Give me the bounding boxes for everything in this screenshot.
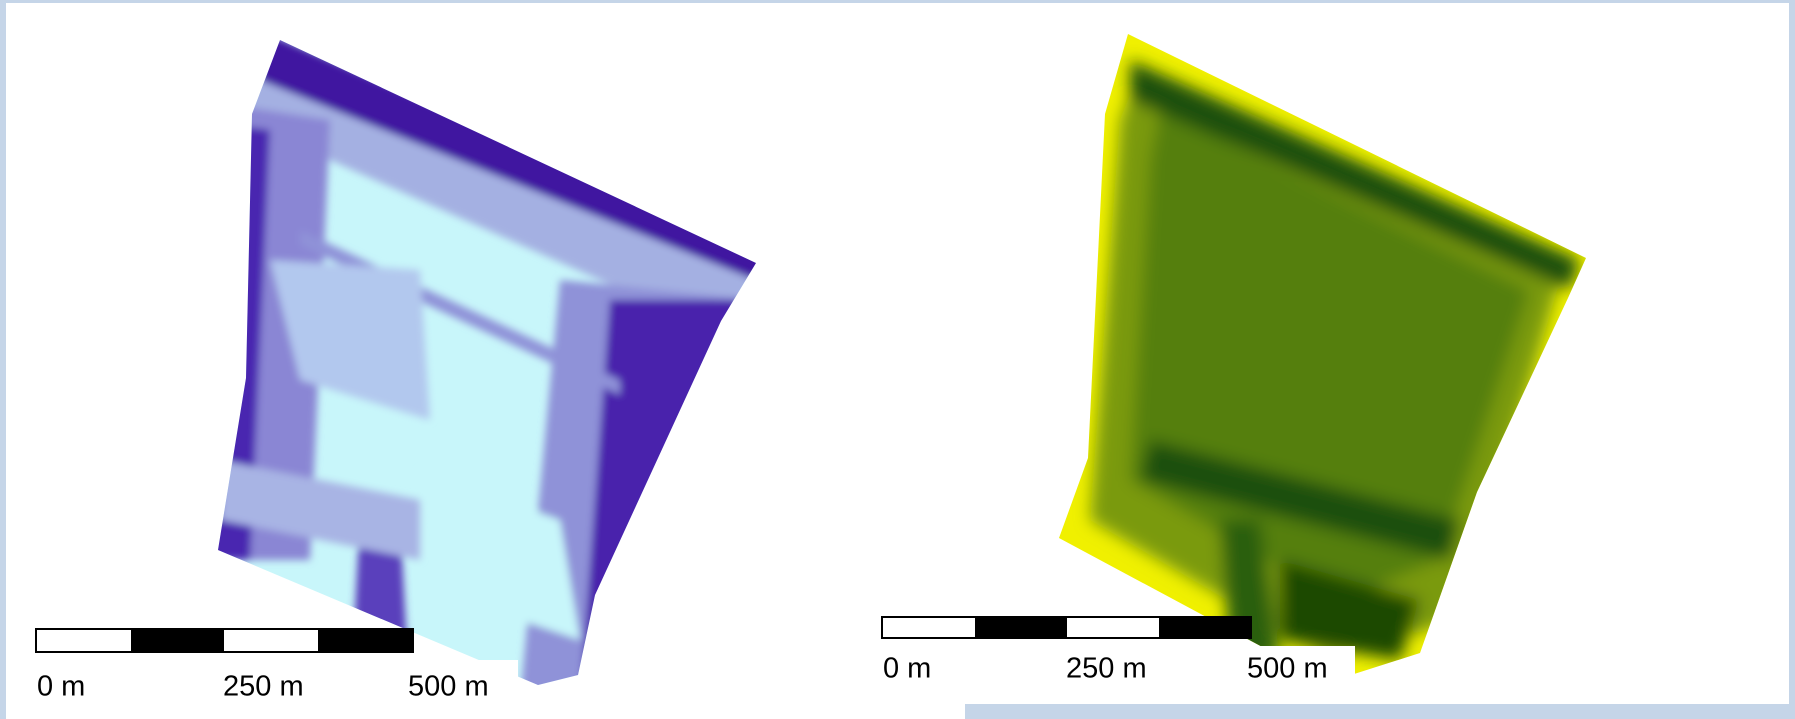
scale-label: 0 m <box>37 671 85 703</box>
scale-segment <box>975 618 1067 637</box>
scale-segment <box>131 630 224 651</box>
scale-segment <box>1159 618 1250 637</box>
screenshot: 0 m 250 m 500 m 0 m 250 m 500 m <box>0 0 1795 719</box>
frame-left <box>0 0 6 719</box>
scale-label: 250 m <box>1066 653 1147 685</box>
page: 0 m 250 m 500 m 0 m 250 m 500 m (() => {… <box>0 0 1795 719</box>
frame-right <box>1789 0 1795 719</box>
scale-label: 250 m <box>223 671 304 703</box>
scale-label: 500 m <box>1247 653 1328 685</box>
scale-segment <box>318 630 412 651</box>
scale-label: 0 m <box>883 653 931 685</box>
frame-bottom-strip <box>965 704 1795 719</box>
frame-top <box>0 0 1795 3</box>
scale-label: 500 m <box>408 671 489 703</box>
